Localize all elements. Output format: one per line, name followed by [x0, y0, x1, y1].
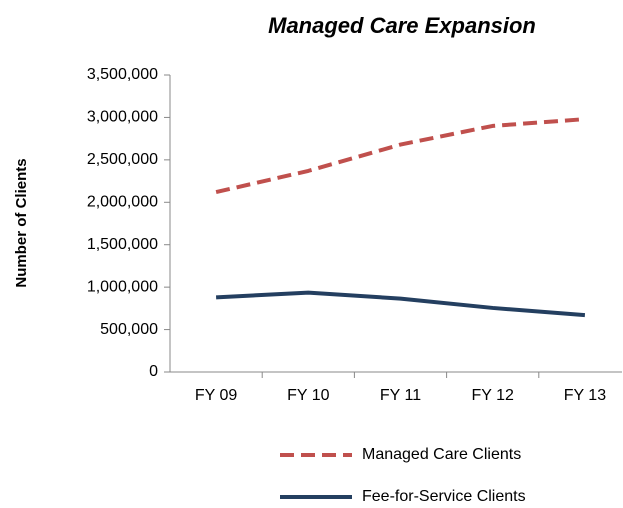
y-tick-label: 2,500,000	[87, 151, 158, 168]
y-tick-label: 2,000,000	[87, 194, 158, 211]
y-tick-label: 500,000	[100, 321, 158, 338]
y-tick-label: 3,500,000	[87, 66, 158, 83]
y-tick-label: 1,000,000	[87, 278, 158, 295]
x-tick-label: FY 13	[564, 387, 607, 404]
y-tick-label: 0	[149, 363, 158, 380]
legend-label: Managed Care Clients	[362, 446, 521, 463]
series-line	[215, 290, 586, 318]
x-tick-label: FY 10	[287, 387, 330, 404]
y-tick-label: 1,500,000	[87, 236, 158, 253]
x-tick-label: FY 11	[380, 387, 421, 404]
chart-title: Managed Care Expansion	[268, 13, 536, 38]
x-tick-label: FY 09	[195, 387, 238, 404]
x-tick-label: FY 12	[471, 387, 514, 404]
series-line	[215, 117, 586, 195]
y-tick-label: 3,000,000	[87, 109, 158, 126]
legend-label: Fee-for-Service Clients	[362, 488, 526, 505]
y-axis-label: Number of Clients	[13, 158, 30, 287]
